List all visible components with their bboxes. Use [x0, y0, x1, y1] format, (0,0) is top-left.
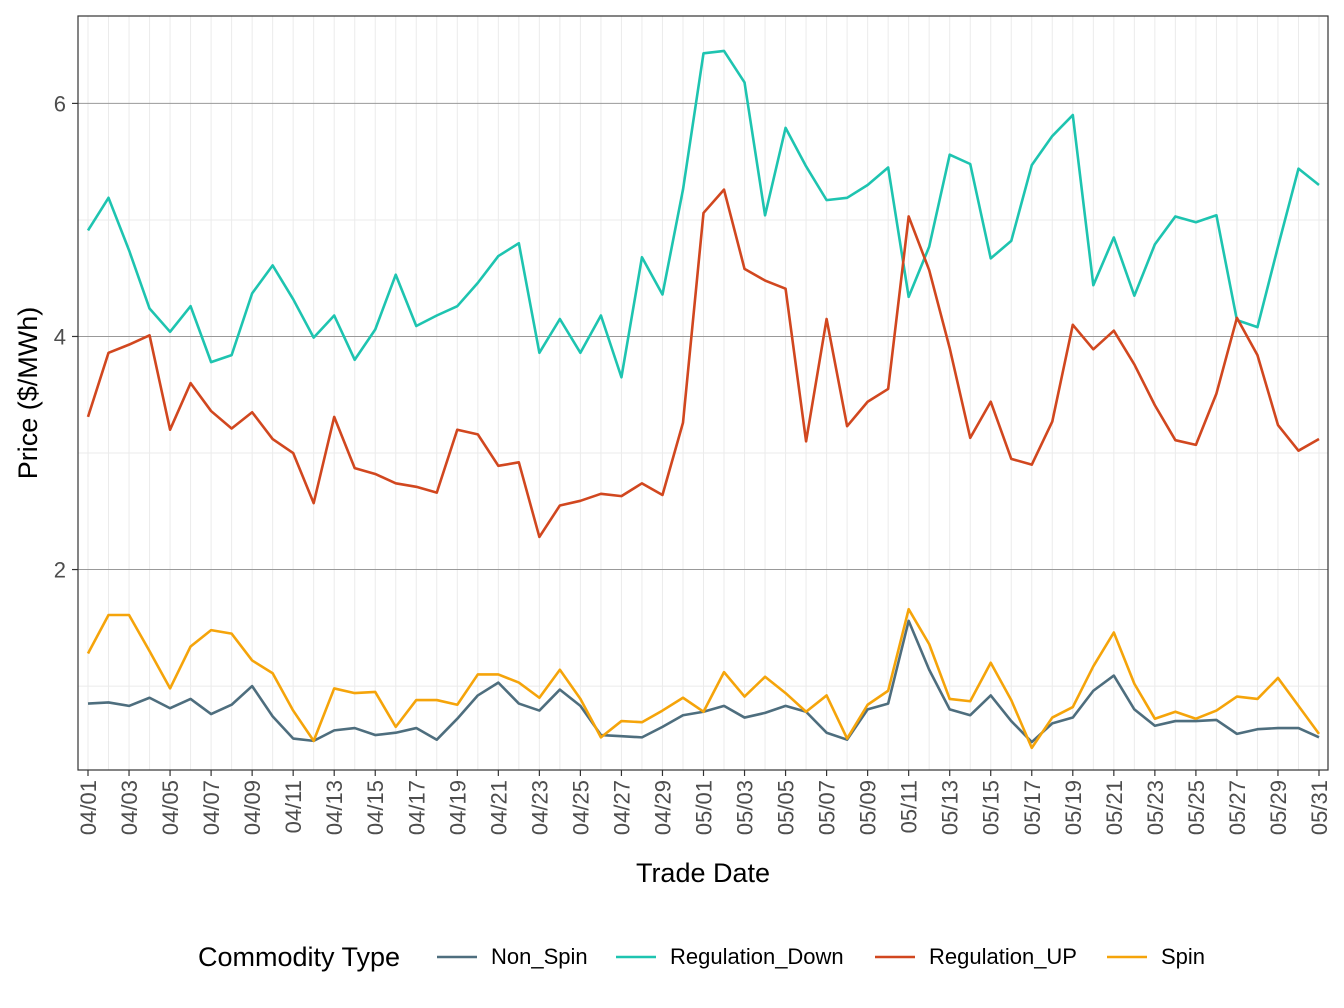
x-tick-label: 04/05	[158, 780, 183, 835]
x-tick-label: 05/09	[856, 780, 881, 835]
x-tick-label: 04/27	[609, 780, 634, 835]
x-tick-label: 05/17	[1020, 780, 1045, 835]
x-tick-label: 05/31	[1307, 780, 1332, 835]
x-tick-label: 04/03	[117, 780, 142, 835]
x-tick-label: 05/03	[733, 780, 758, 835]
legend-label-regulation-up: Regulation_UP	[929, 944, 1077, 969]
x-axis-title: Trade Date	[636, 858, 770, 888]
legend-label-non-spin: Non_Spin	[491, 944, 588, 969]
x-tick-label: 05/11	[897, 780, 922, 833]
x-tick-label: 05/25	[1184, 780, 1209, 835]
x-tick-label: 05/19	[1061, 780, 1086, 835]
legend-label-regulation-down: Regulation_Down	[670, 944, 844, 969]
x-tick-label: 05/27	[1225, 780, 1250, 835]
y-axis-title: Price ($/MWh)	[13, 307, 43, 480]
x-tick-label: 04/25	[568, 780, 593, 835]
y-axis: 2 4 6	[54, 91, 78, 583]
x-tick-label: 05/29	[1266, 780, 1291, 835]
y-tick-label: 2	[54, 558, 66, 583]
x-tick-label: 04/29	[650, 780, 675, 835]
x-tick-label: 05/05	[774, 780, 799, 835]
x-tick-label: 04/17	[404, 780, 429, 835]
x-tick-label: 05/21	[1102, 780, 1127, 835]
x-tick-label: 04/01	[76, 780, 101, 835]
series-line-regulation-down	[86, 49, 1320, 379]
x-tick-label: 05/23	[1143, 780, 1168, 835]
series-line-regulation-up	[86, 188, 1320, 539]
legend: Commodity Type Non_Spin Regulation_Down Re…	[198, 942, 1205, 972]
x-axis: 04/01 04/03 04/05 04/07 04/09 04/11 04/13 04/15…	[76, 770, 1332, 835]
x-tick-label: 05/15	[979, 780, 1004, 835]
x-tick-label: 05/01	[692, 780, 717, 835]
x-tick-label: 04/19	[445, 780, 470, 835]
x-tick-label: 05/13	[938, 780, 963, 835]
x-tick-label: 04/23	[527, 780, 552, 835]
x-tick-label: 04/09	[240, 780, 265, 835]
series-lines	[86, 49, 1321, 750]
x-tick-label: 04/15	[363, 780, 388, 835]
series-line-spin	[86, 607, 1321, 750]
y-tick-label: 6	[54, 91, 66, 116]
legend-label-spin: Spin	[1161, 944, 1205, 969]
minor-gridlines	[78, 16, 1328, 770]
x-tick-label: 04/21	[486, 780, 511, 835]
x-tick-label: 04/07	[199, 780, 224, 835]
major-gridlines	[78, 102, 1328, 571]
x-tick-label: 04/13	[322, 780, 347, 835]
legend-title: Commodity Type	[198, 942, 400, 972]
x-tick-label: 04/11	[281, 780, 306, 833]
x-tick-label: 05/07	[815, 780, 840, 835]
y-tick-label: 4	[54, 324, 66, 349]
